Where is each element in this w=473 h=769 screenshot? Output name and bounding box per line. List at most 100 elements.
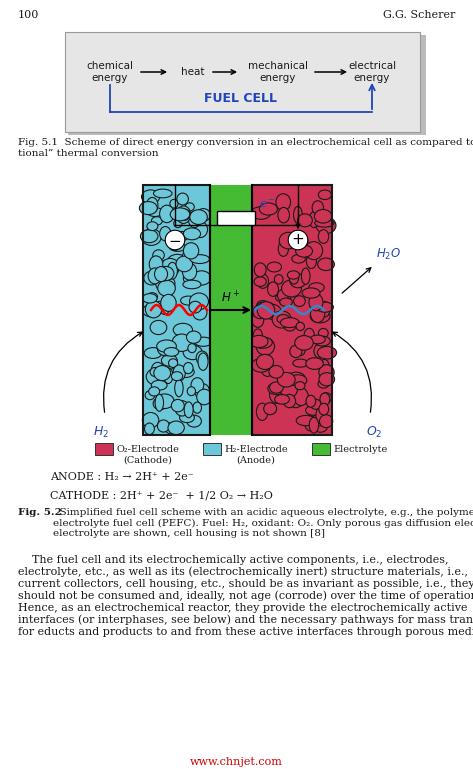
Ellipse shape xyxy=(298,214,312,227)
Bar xyxy=(203,443,221,455)
Ellipse shape xyxy=(289,232,299,245)
Text: chemical
energy: chemical energy xyxy=(87,62,133,83)
Ellipse shape xyxy=(251,207,271,219)
Ellipse shape xyxy=(144,271,159,285)
Bar xyxy=(68,35,426,135)
Ellipse shape xyxy=(318,190,332,199)
Ellipse shape xyxy=(173,365,185,381)
Ellipse shape xyxy=(309,211,318,228)
Ellipse shape xyxy=(153,250,164,261)
Text: Fig. 5.1  Scheme of direct energy conversion in an electrochemical cell as compa: Fig. 5.1 Scheme of direct energy convers… xyxy=(18,138,473,158)
Bar xyxy=(252,185,332,435)
Ellipse shape xyxy=(263,403,277,414)
Ellipse shape xyxy=(183,250,197,261)
Ellipse shape xyxy=(282,392,291,402)
Ellipse shape xyxy=(151,381,167,390)
Ellipse shape xyxy=(268,383,286,394)
Ellipse shape xyxy=(320,393,330,405)
Ellipse shape xyxy=(159,300,170,315)
Ellipse shape xyxy=(175,401,189,416)
Text: $H_2O$: $H_2O$ xyxy=(376,247,401,262)
Ellipse shape xyxy=(319,414,333,428)
Ellipse shape xyxy=(155,267,167,281)
Ellipse shape xyxy=(176,206,191,224)
Ellipse shape xyxy=(290,274,306,288)
Ellipse shape xyxy=(147,293,158,301)
Text: www.chnjet.com: www.chnjet.com xyxy=(190,757,282,767)
Ellipse shape xyxy=(158,261,174,277)
Ellipse shape xyxy=(256,338,274,355)
Ellipse shape xyxy=(149,256,163,272)
Ellipse shape xyxy=(169,235,181,251)
Ellipse shape xyxy=(295,335,313,350)
Text: electrical
energy: electrical energy xyxy=(348,62,396,83)
Ellipse shape xyxy=(313,421,328,432)
Ellipse shape xyxy=(158,280,175,296)
Ellipse shape xyxy=(164,368,173,384)
Text: $e^-$: $e^-$ xyxy=(259,198,275,210)
Ellipse shape xyxy=(280,298,292,306)
Ellipse shape xyxy=(297,235,308,249)
Text: $O_2$: $O_2$ xyxy=(366,425,382,440)
Ellipse shape xyxy=(315,219,334,227)
Ellipse shape xyxy=(302,288,320,298)
Ellipse shape xyxy=(145,423,154,434)
Ellipse shape xyxy=(258,341,271,351)
Ellipse shape xyxy=(187,415,201,427)
Ellipse shape xyxy=(270,382,283,393)
Ellipse shape xyxy=(173,323,193,336)
Text: Electrolyte: Electrolyte xyxy=(333,445,387,454)
Ellipse shape xyxy=(184,402,193,418)
Ellipse shape xyxy=(269,365,283,378)
Text: Simplified fuel cell scheme with an acidic aqueous electrolyte, e.g., the polyme: Simplified fuel cell scheme with an acid… xyxy=(53,508,473,538)
Ellipse shape xyxy=(180,413,194,423)
Ellipse shape xyxy=(147,208,163,217)
Ellipse shape xyxy=(145,301,162,318)
Ellipse shape xyxy=(310,399,321,409)
Ellipse shape xyxy=(277,315,289,324)
Ellipse shape xyxy=(140,230,158,243)
Ellipse shape xyxy=(189,301,201,313)
Ellipse shape xyxy=(254,263,266,277)
Ellipse shape xyxy=(283,319,296,331)
Ellipse shape xyxy=(168,359,178,368)
Ellipse shape xyxy=(193,271,211,285)
Text: The fuel cell and its electrochemically active components, i.e., electrodes,
ele: The fuel cell and its electrochemically … xyxy=(18,555,473,637)
Ellipse shape xyxy=(257,301,275,319)
Text: mechanical
energy: mechanical energy xyxy=(248,62,308,83)
Ellipse shape xyxy=(279,232,298,249)
Ellipse shape xyxy=(151,217,162,225)
Ellipse shape xyxy=(153,369,164,381)
Ellipse shape xyxy=(278,208,289,223)
Ellipse shape xyxy=(142,305,161,317)
Ellipse shape xyxy=(318,380,329,388)
Ellipse shape xyxy=(141,229,161,245)
Ellipse shape xyxy=(280,318,299,328)
Ellipse shape xyxy=(315,209,332,223)
Ellipse shape xyxy=(319,403,329,415)
Ellipse shape xyxy=(274,275,283,284)
Ellipse shape xyxy=(191,378,204,393)
Text: $H_2$: $H_2$ xyxy=(93,425,109,440)
Ellipse shape xyxy=(290,345,302,358)
Text: CATHODE : 2H⁺ + 2e⁻  + 1/2 O₂ → H₂O: CATHODE : 2H⁺ + 2e⁻ + 1/2 O₂ → H₂O xyxy=(50,490,273,500)
Bar xyxy=(210,185,252,435)
Ellipse shape xyxy=(316,218,336,234)
Ellipse shape xyxy=(257,301,269,310)
Ellipse shape xyxy=(294,388,308,405)
Ellipse shape xyxy=(292,255,306,263)
Ellipse shape xyxy=(148,268,161,284)
Ellipse shape xyxy=(310,310,330,323)
Ellipse shape xyxy=(261,362,274,376)
Ellipse shape xyxy=(175,379,183,397)
Text: FUEL CELL: FUEL CELL xyxy=(203,92,277,105)
Ellipse shape xyxy=(287,372,306,385)
Ellipse shape xyxy=(151,362,164,377)
Ellipse shape xyxy=(278,289,289,301)
Ellipse shape xyxy=(319,365,334,380)
Ellipse shape xyxy=(318,230,329,244)
Ellipse shape xyxy=(147,221,158,231)
Ellipse shape xyxy=(195,384,210,399)
Ellipse shape xyxy=(321,301,330,317)
Ellipse shape xyxy=(197,389,212,404)
